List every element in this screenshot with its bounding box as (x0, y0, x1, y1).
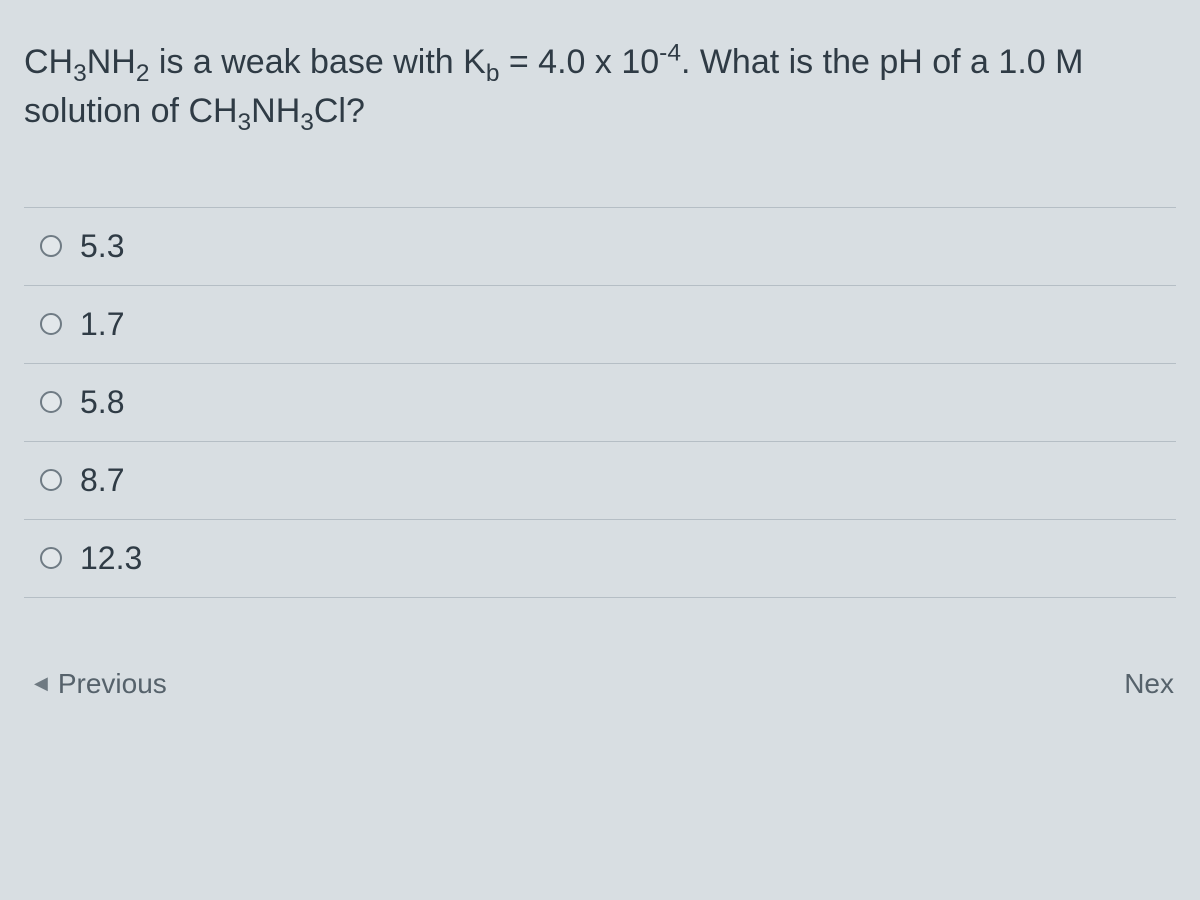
radio-icon[interactable] (40, 547, 62, 569)
next-label: Nex (1124, 668, 1174, 700)
previous-button[interactable]: ◀ Previous (34, 668, 167, 700)
q-text-fragment: NH (251, 92, 300, 130)
answer-option[interactable]: 12.3 (24, 520, 1176, 598)
question-text: CH3NH2 is a weak base with Kb = 4.0 x 10… (24, 38, 1176, 137)
q-text-fragment: solution of CH (24, 92, 238, 130)
answer-option[interactable]: 1.7 (24, 286, 1176, 364)
answer-label: 8.7 (80, 462, 124, 499)
answer-label: 5.3 (80, 228, 124, 265)
answer-option[interactable]: 8.7 (24, 442, 1176, 520)
q-subscript: 3 (238, 109, 252, 136)
q-subscript: 3 (300, 109, 314, 136)
q-text-fragment: . What is the pH of a 1.0 M (681, 43, 1084, 81)
radio-icon[interactable] (40, 313, 62, 335)
radio-icon[interactable] (40, 391, 62, 413)
answer-option[interactable]: 5.8 (24, 364, 1176, 442)
previous-label: Previous (58, 668, 167, 700)
next-button[interactable]: Nex (1124, 668, 1174, 700)
answer-option[interactable]: 5.3 (24, 208, 1176, 286)
quiz-page: CH3NH2 is a weak base with Kb = 4.0 x 10… (0, 0, 1200, 700)
q-subscript: b (486, 60, 500, 87)
q-subscript: 2 (136, 60, 150, 87)
q-text-fragment: is a weak base with K (149, 43, 485, 81)
nav-area: ◀ Previous Nex (24, 598, 1176, 700)
q-text-fragment: = 4.0 x 10 (499, 43, 659, 81)
answer-label: 12.3 (80, 540, 142, 577)
q-text-fragment: NH (87, 43, 136, 81)
q-text-fragment: Cl? (314, 92, 365, 130)
answer-list: 5.3 1.7 5.8 8.7 12.3 (24, 207, 1176, 598)
q-subscript: 3 (73, 60, 87, 87)
radio-icon[interactable] (40, 469, 62, 491)
answer-label: 1.7 (80, 306, 124, 343)
answer-label: 5.8 (80, 384, 124, 421)
q-text-fragment: CH (24, 43, 73, 81)
chevron-left-icon: ◀ (34, 673, 48, 694)
q-superscript: -4 (659, 40, 681, 67)
radio-icon[interactable] (40, 235, 62, 257)
